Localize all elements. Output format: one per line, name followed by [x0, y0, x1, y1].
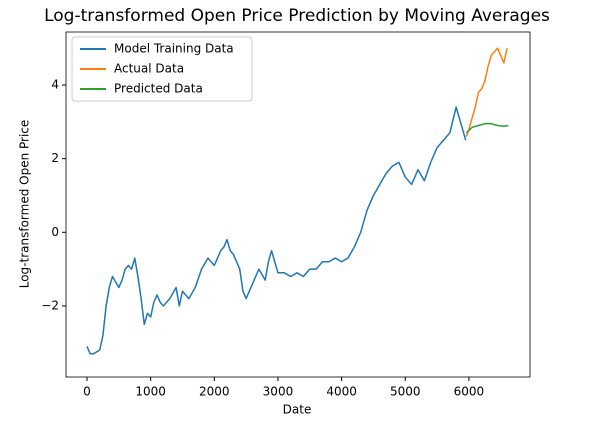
- y-tick-label: 0: [51, 225, 59, 239]
- y-tick-label: 2: [51, 151, 59, 165]
- x-tick-label: 3000: [263, 385, 294, 399]
- x-tick-label: 2000: [199, 385, 230, 399]
- x-axis-label: Date: [283, 403, 312, 417]
- series-line: [86, 106, 467, 355]
- x-tick-label: 5000: [390, 385, 421, 399]
- x-tick-label: 6000: [454, 385, 485, 399]
- legend-label: Predicted Data: [114, 82, 203, 96]
- series-line: [465, 47, 508, 137]
- legend-box: [71, 36, 253, 102]
- x-tick-label: 1000: [135, 385, 166, 399]
- series-line: [465, 122, 509, 134]
- legend-label: Model Training Data: [114, 42, 234, 56]
- y-tick-label: 4: [51, 78, 59, 92]
- x-tick-label: 4000: [326, 385, 357, 399]
- x-tick-label: 0: [83, 385, 91, 399]
- y-axis-label: Log-transformed Open Price: [18, 120, 32, 289]
- chart-title: Log-transformed Open Price Prediction by…: [44, 6, 550, 26]
- plot-frame: [65, 31, 531, 378]
- legend-label: Actual Data: [114, 62, 184, 76]
- y-tick-label: −2: [41, 298, 59, 312]
